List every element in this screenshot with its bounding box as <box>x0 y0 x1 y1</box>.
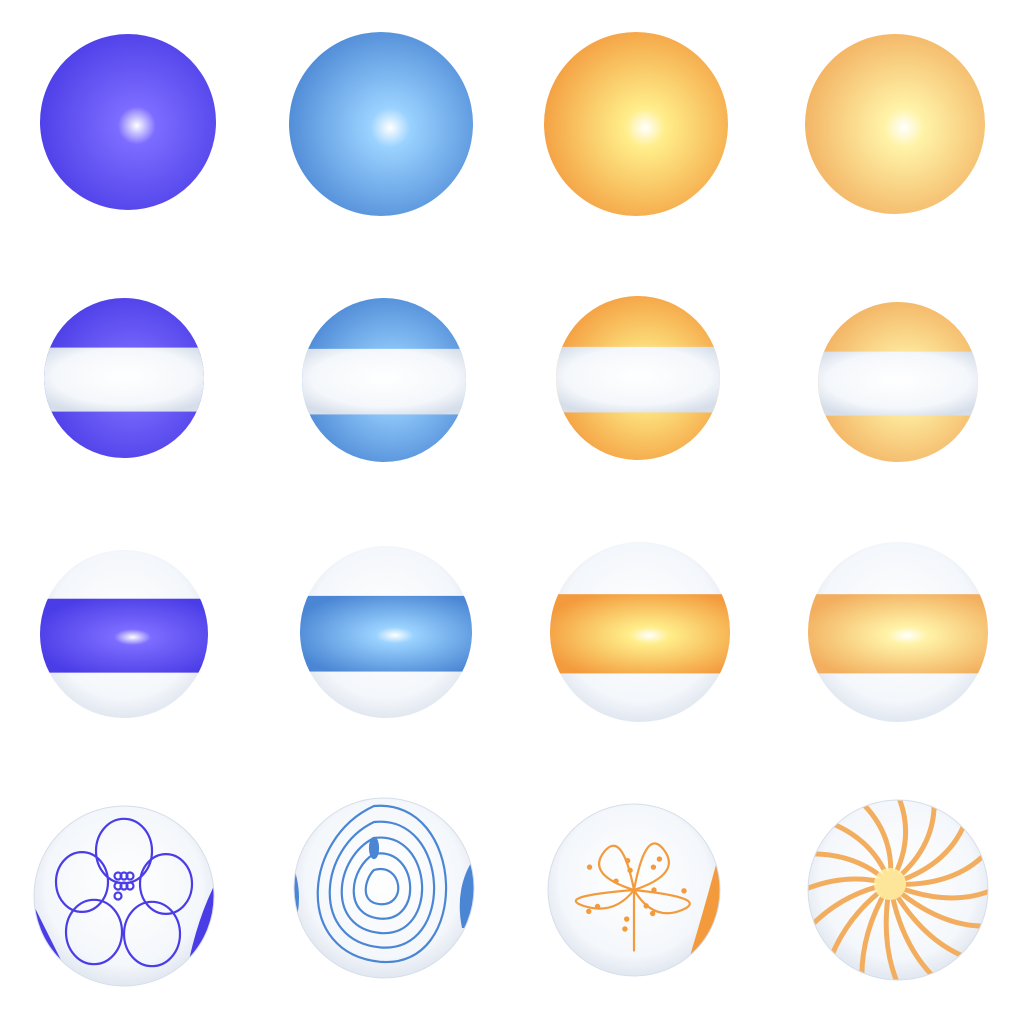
sphere-white-middle-stripe-indigo <box>44 298 204 458</box>
sphere-colored-middle-stripe-steel-blue <box>300 546 472 718</box>
colored-band <box>40 598 208 673</box>
sphere-white-middle-stripe-orange <box>556 296 720 460</box>
sphere-floral-line-art-indigo <box>33 805 215 987</box>
sphere-floral-line-art-orange <box>547 803 721 977</box>
colored-band <box>300 595 472 672</box>
sphere-colored-middle-stripe-indigo <box>40 550 208 718</box>
sphere-white-middle-stripe-steel-blue <box>302 298 466 462</box>
white-band <box>44 347 204 412</box>
white-band <box>818 351 978 416</box>
sphere-floral-line-art-peach <box>807 799 989 981</box>
sphere-colored-middle-stripe-orange <box>550 542 730 722</box>
colored-band <box>550 594 730 674</box>
sphere-solid-steel-blue <box>289 32 473 216</box>
sphere-floral-line-art-steel-blue <box>293 797 475 979</box>
sphere-white-middle-stripe-peach <box>818 302 978 462</box>
sphere-solid-peach <box>805 34 985 214</box>
sphere-solid-indigo <box>40 34 216 210</box>
sphere-solid-orange <box>544 32 728 216</box>
colored-band <box>808 594 988 674</box>
floral-pattern <box>808 800 988 980</box>
white-band <box>556 346 720 413</box>
sphere-colored-middle-stripe-peach <box>808 542 988 722</box>
white-band <box>302 348 466 415</box>
